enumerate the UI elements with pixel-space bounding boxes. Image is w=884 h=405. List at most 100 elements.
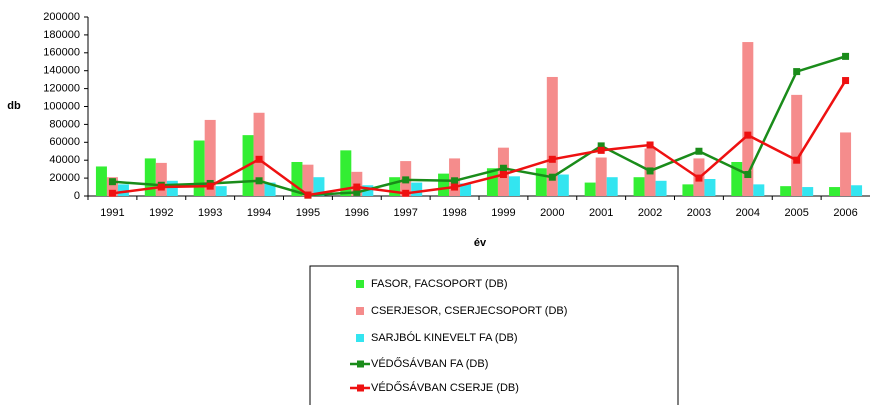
bar <box>780 186 792 196</box>
marker <box>597 142 605 150</box>
bar <box>166 180 178 196</box>
bar <box>193 140 205 196</box>
bar <box>791 94 803 196</box>
bar <box>753 184 765 196</box>
bar <box>546 76 558 196</box>
marker <box>793 156 801 164</box>
bar <box>411 182 423 196</box>
line <box>112 79 847 197</box>
bar <box>606 177 618 196</box>
marker <box>842 52 850 60</box>
y-tick-label: 140000 <box>43 65 80 77</box>
legend-swatch <box>356 334 364 342</box>
marker <box>548 155 556 163</box>
legend-swatch <box>356 280 364 288</box>
x-tick-label: 2000 <box>540 207 564 219</box>
bar <box>313 177 325 196</box>
marker <box>108 189 116 197</box>
y-tick-label: 200000 <box>43 11 80 23</box>
x-tick-label: 1993 <box>198 207 222 219</box>
bar <box>215 186 227 196</box>
marker <box>353 188 361 196</box>
x-tick-label: 2001 <box>589 207 613 219</box>
y-tick-label: 40000 <box>49 154 80 166</box>
marker <box>499 171 507 179</box>
bar <box>106 177 118 196</box>
marker <box>108 178 116 186</box>
bar <box>144 158 156 196</box>
bar <box>264 182 276 196</box>
bar <box>682 184 694 196</box>
x-tick-label: 2004 <box>736 207 760 219</box>
bar <box>340 150 352 196</box>
x-tick-label: 1997 <box>393 207 417 219</box>
legend-marker <box>357 384 364 392</box>
bar <box>95 166 107 196</box>
bar <box>704 178 716 196</box>
x-tick-label: 2002 <box>638 207 662 219</box>
marker <box>597 146 605 154</box>
x-tick-label: 2003 <box>687 207 711 219</box>
bar <box>204 119 216 196</box>
bar <box>584 182 596 196</box>
bar <box>633 177 645 196</box>
line <box>112 55 846 197</box>
legend-swatch <box>356 307 364 315</box>
legend-label: FASOR, FACSOPORT (DB) <box>371 278 508 290</box>
x-tick-label: 2005 <box>784 207 808 219</box>
bar <box>557 174 569 196</box>
legend <box>309 265 679 405</box>
bar <box>508 176 520 196</box>
legend-label: VÉDŐSÁVBAN CSERJE (DB) <box>371 380 519 394</box>
bar <box>253 112 265 196</box>
y-tick-label: 0 <box>74 190 80 202</box>
marker <box>402 189 410 197</box>
y-tick-label: 100000 <box>43 100 80 112</box>
legend-label: CSERJESOR, CSERJECSOPORT (DB) <box>371 305 567 317</box>
bar <box>460 183 472 196</box>
bar <box>117 184 129 196</box>
marker <box>744 131 752 139</box>
marker <box>451 183 459 191</box>
bar <box>486 168 498 196</box>
bar <box>155 162 167 196</box>
x-tick-label: 1994 <box>247 207 271 219</box>
bar <box>802 187 814 196</box>
marker <box>402 176 410 184</box>
legend-label: VÉDŐSÁVBAN FA (DB) <box>371 356 488 370</box>
marker <box>499 164 507 172</box>
bar <box>655 180 667 196</box>
marker <box>255 155 263 163</box>
marker <box>255 177 263 185</box>
bar <box>302 164 314 196</box>
y-axis-label: db <box>7 100 21 112</box>
bar <box>438 173 450 196</box>
x-tick-label: 1995 <box>296 207 320 219</box>
y-tick-label: 180000 <box>43 29 80 41</box>
bar <box>731 161 743 196</box>
bar <box>840 132 852 196</box>
x-tick-label: 1996 <box>345 207 369 219</box>
legend-label: SARJBÓL KINEVELT FA (DB) <box>371 331 518 344</box>
bar <box>449 158 461 196</box>
bar <box>829 187 841 196</box>
marker <box>695 174 703 182</box>
marker <box>451 177 459 185</box>
bar <box>742 42 754 197</box>
marker <box>157 183 165 191</box>
marker <box>353 183 361 191</box>
bar <box>291 161 303 196</box>
bar <box>389 177 401 196</box>
marker <box>744 171 752 179</box>
x-tick-label: 1998 <box>442 207 466 219</box>
marker <box>695 147 703 155</box>
marker <box>842 77 850 85</box>
marker <box>304 191 312 199</box>
bar <box>851 185 863 196</box>
x-axis-label: év <box>474 237 487 249</box>
marker <box>793 68 801 76</box>
y-tick-label: 160000 <box>43 47 80 59</box>
x-tick-label: 1991 <box>100 207 124 219</box>
marker <box>646 141 654 149</box>
